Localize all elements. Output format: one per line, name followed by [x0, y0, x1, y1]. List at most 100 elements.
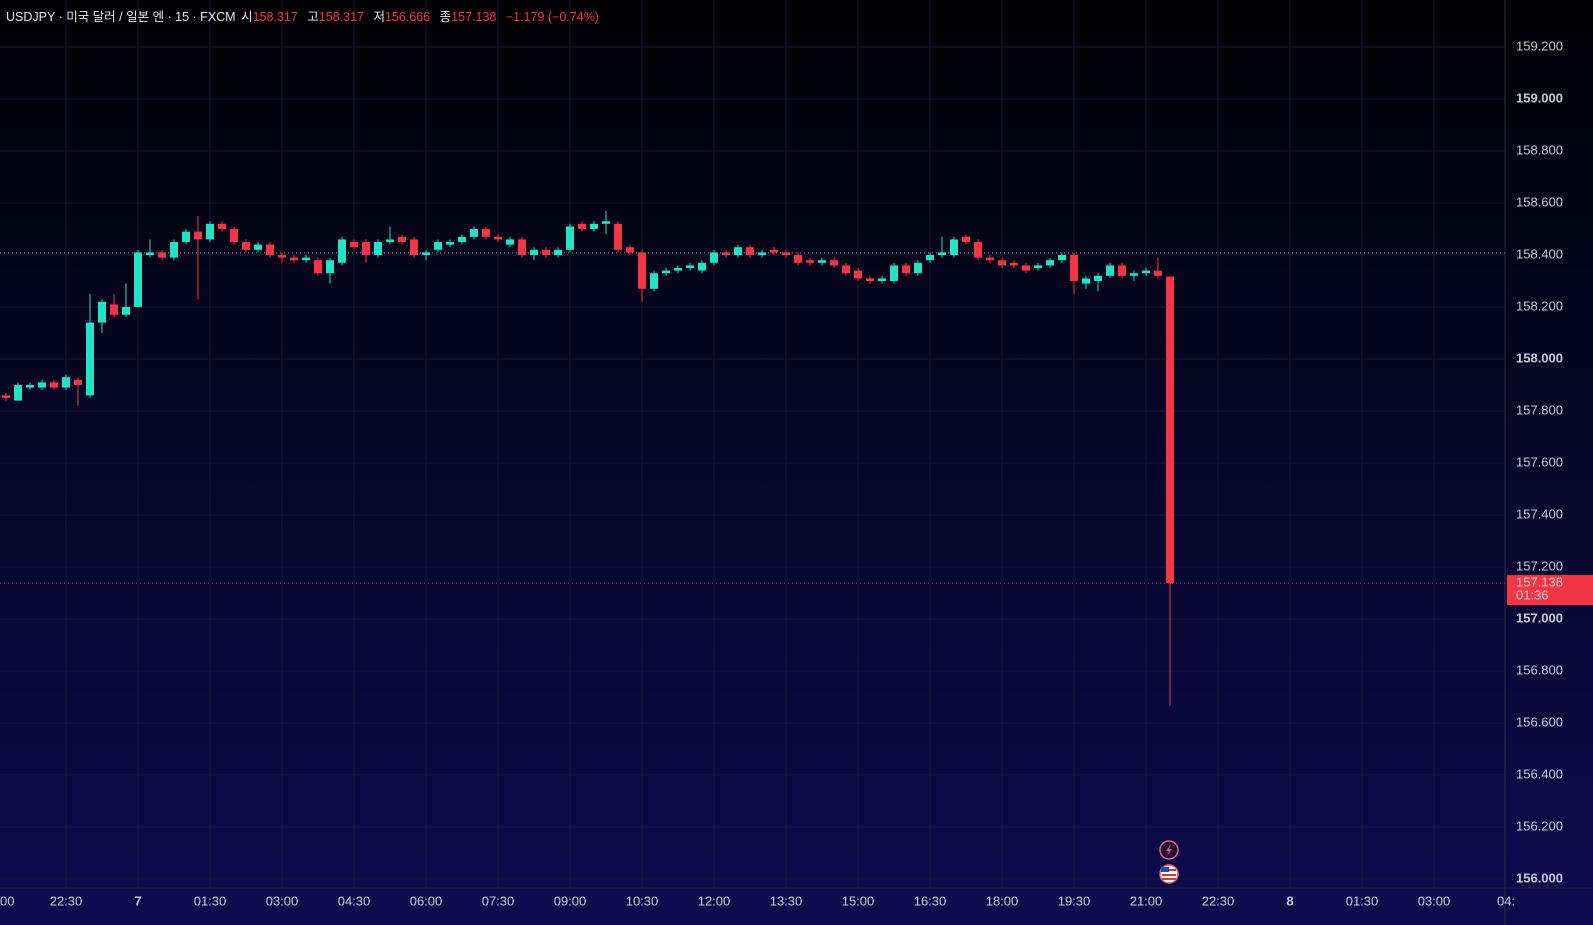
candle-body — [662, 270, 671, 274]
x-tick-label: 16:30 — [914, 893, 947, 908]
candle-body — [134, 252, 143, 308]
x-tick-label: 15:00 — [842, 893, 875, 908]
symbol-header: USDJPY · 미국 달러 / 일본 엔 · 15 · FXCM 시158.3… — [6, 6, 605, 25]
candle-body — [1046, 260, 1055, 266]
candle-body — [206, 223, 215, 240]
candle-body — [110, 304, 119, 315]
close-value: 157.138 — [451, 10, 497, 24]
symbol[interactable]: USDJPY · 미국 달러 / 일본 엔 · 15 · FXCM — [6, 10, 236, 24]
change: −1.179 (−0.74%) — [505, 10, 599, 24]
y-tick-label: 156.200 — [1516, 818, 1563, 833]
y-tick-label: 157.600 — [1516, 454, 1563, 469]
x-tick-label: 04: — [1497, 893, 1515, 908]
x-tick-label: 09:00 — [554, 893, 587, 908]
x-tick-label: 7 — [134, 893, 141, 908]
candle-body — [86, 322, 95, 396]
y-tick-label: 158.800 — [1516, 142, 1563, 157]
x-tick-label: 07:30 — [482, 893, 515, 908]
candle-body — [218, 223, 227, 230]
countdown-label: 01:36 — [1516, 588, 1549, 603]
candle-body — [734, 247, 743, 256]
candle-body — [266, 244, 275, 256]
candle-body — [398, 236, 407, 243]
candle-body — [506, 239, 515, 245]
x-tick-label: 00 — [0, 893, 14, 908]
candle-body — [902, 265, 911, 274]
x-tick-label: 21:00 — [1130, 893, 1163, 908]
candle-body — [410, 239, 419, 256]
y-tick-label: 157.800 — [1516, 402, 1563, 417]
x-tick-label: 03:00 — [266, 893, 299, 908]
candle-body — [878, 278, 887, 282]
candle-body — [146, 252, 155, 256]
candle-body — [254, 244, 263, 250]
y-tick-label: 158.600 — [1516, 194, 1563, 209]
candle-body — [866, 278, 875, 282]
candle-body — [650, 273, 659, 289]
candle-body — [338, 239, 347, 263]
high-label: 고 — [307, 10, 319, 24]
candle-body — [686, 265, 695, 269]
y-tick-label: 158.000 — [1516, 350, 1563, 365]
candle-body — [854, 270, 863, 279]
candle-body — [794, 255, 803, 263]
candle-body — [482, 229, 491, 237]
candle-body — [434, 242, 443, 250]
candle-body — [470, 229, 479, 237]
x-tick-label: 06:00 — [410, 893, 443, 908]
candle-body — [62, 377, 71, 388]
candle-body — [566, 226, 575, 250]
candle-body — [1118, 265, 1127, 276]
candle-body — [362, 242, 371, 256]
candle-body — [1142, 270, 1151, 274]
y-tick-label: 156.600 — [1516, 714, 1563, 729]
candle-body — [998, 260, 1007, 266]
candle-body — [26, 384, 35, 388]
y-tick-label: 156.000 — [1516, 870, 1563, 885]
lightning-icon — [1166, 844, 1172, 856]
candle-body — [74, 379, 83, 385]
candle-body — [986, 257, 995, 261]
candle-body — [182, 231, 191, 243]
candle-body — [422, 252, 431, 256]
candle-body — [1130, 273, 1139, 276]
candle-body — [530, 249, 539, 256]
y-tick-label: 157.400 — [1516, 506, 1563, 521]
candle-body — [698, 262, 707, 271]
candle-body — [1154, 270, 1163, 276]
axes: 156.000 156.200 156.400 156.600 156.800 157.0… — [0, 38, 1593, 908]
open-value: 158.317 — [252, 10, 298, 24]
high-value: 158.317 — [318, 10, 364, 24]
candle-body — [278, 255, 287, 258]
candle-body — [14, 384, 23, 401]
candle-body — [374, 242, 383, 256]
candle-body — [890, 265, 899, 282]
candle-body — [830, 260, 839, 266]
y-tick-label: 159.200 — [1516, 38, 1563, 53]
candle-body — [1058, 255, 1067, 261]
candle-body — [290, 257, 299, 261]
candles — [0, 210, 1505, 706]
candle-body — [962, 236, 971, 243]
candle-body — [806, 260, 815, 263]
candle-body — [50, 382, 59, 388]
event-icons[interactable] — [1159, 840, 1179, 884]
y-tick-label: 156.400 — [1516, 766, 1563, 781]
candle-body — [746, 247, 755, 256]
candle-body — [122, 307, 131, 315]
candle-body — [542, 249, 551, 256]
candle-body — [386, 239, 395, 243]
candle-body — [614, 223, 623, 250]
candle-body — [1082, 278, 1091, 284]
candle-body — [326, 260, 335, 274]
candle-body — [926, 255, 935, 261]
candle-body — [602, 221, 611, 224]
candle-body — [2, 395, 11, 398]
y-tick-label: 156.800 — [1516, 662, 1563, 677]
candle-body — [1010, 262, 1019, 266]
candle-body — [494, 236, 503, 240]
candle-body — [446, 242, 455, 245]
candle-body — [1070, 255, 1079, 282]
candle-body — [1166, 276, 1175, 584]
